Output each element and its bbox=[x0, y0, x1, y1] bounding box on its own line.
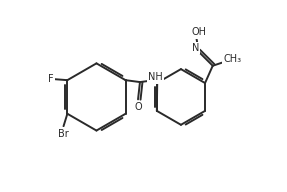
Text: N: N bbox=[192, 43, 199, 53]
Text: CH₃: CH₃ bbox=[224, 54, 242, 64]
Text: Br: Br bbox=[58, 128, 69, 139]
Text: F: F bbox=[48, 74, 53, 84]
Text: OH: OH bbox=[192, 27, 207, 37]
Text: NH: NH bbox=[148, 72, 163, 82]
Text: O: O bbox=[134, 102, 142, 112]
